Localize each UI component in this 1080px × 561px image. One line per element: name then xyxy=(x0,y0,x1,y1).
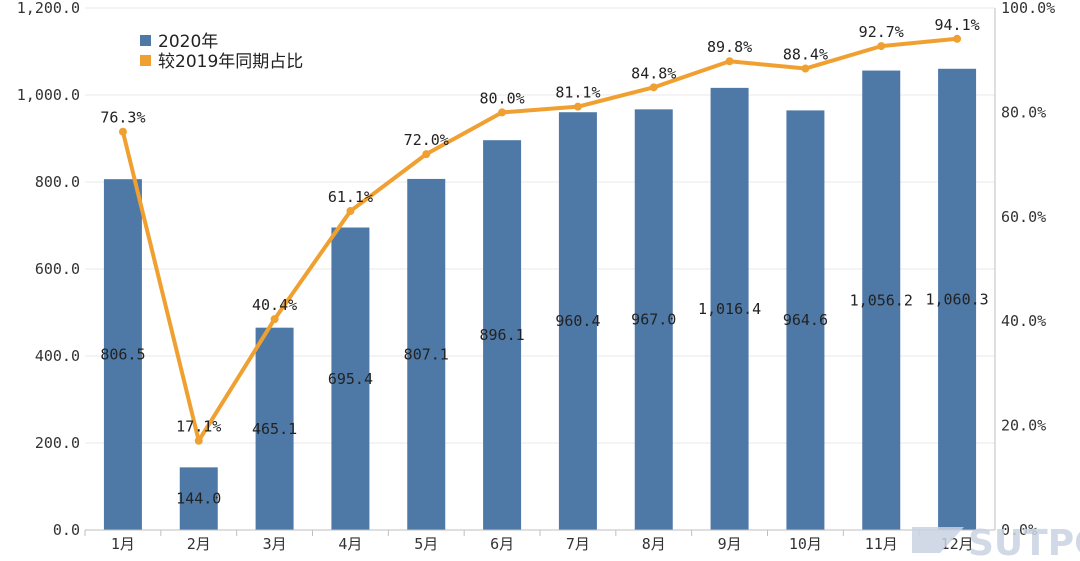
legend-label-bars: 2020年 xyxy=(158,32,218,52)
bar xyxy=(255,327,294,530)
line-point xyxy=(498,108,507,117)
line-value-label: 76.3% xyxy=(100,109,145,127)
line-point xyxy=(194,436,203,445)
watermark-text: SUTPC xyxy=(968,523,1080,561)
line-value-label: 94.1% xyxy=(935,16,980,34)
line-point xyxy=(346,207,355,216)
y-right-tick-label: 80.0% xyxy=(1001,103,1046,121)
line-value-label: 92.7% xyxy=(859,23,904,41)
bar xyxy=(179,467,218,530)
x-tick-label: 9月 xyxy=(718,535,742,553)
y-left-tick-label: 200.0 xyxy=(35,434,80,452)
y-left-tick-label: 400.0 xyxy=(35,347,80,365)
bar-value-label: 960.4 xyxy=(555,312,600,330)
line-point xyxy=(573,102,582,111)
axes: 0.0 200.0 400.0 600.0 800.0 1,000.0 1,200.0 0.0… xyxy=(17,0,1055,553)
line-series xyxy=(118,34,962,445)
x-tick-label: 11月 xyxy=(865,535,898,553)
bar-value-label: 1,016.4 xyxy=(698,300,761,318)
bar-value-label: 964.6 xyxy=(783,311,828,329)
x-tick-label: 8月 xyxy=(642,535,666,553)
y-left-tick-label: 1,200.0 xyxy=(17,0,80,17)
x-tick-label: 7月 xyxy=(566,535,590,553)
grid-lines xyxy=(85,7,995,531)
bar xyxy=(331,227,370,530)
line-value-label: 89.8% xyxy=(707,38,752,56)
line-data-labels: 76.3% 17.1% 40.4% 61.1% 72.0% 80.0% 81.1% 84.8%… xyxy=(100,16,979,436)
bar-value-label: 695.4 xyxy=(328,370,373,388)
y-right-tick-label: 60.0% xyxy=(1001,208,1046,226)
bar-value-label: 144.0 xyxy=(176,490,221,508)
line-value-label: 88.4% xyxy=(783,46,828,64)
y-left-tick-label: 600.0 xyxy=(35,260,80,278)
legend-swatch-line xyxy=(140,55,151,66)
bar xyxy=(103,179,142,531)
line-point xyxy=(953,34,962,43)
x-tick-label: 6月 xyxy=(490,535,514,553)
line-point xyxy=(118,127,127,136)
x-tick-label: 5月 xyxy=(414,535,438,553)
line-value-label: 84.8% xyxy=(631,64,676,82)
bar-series xyxy=(103,68,977,531)
line-value-label: 61.1% xyxy=(328,188,373,206)
y-right-tick-label: 40.0% xyxy=(1001,312,1046,330)
line-point xyxy=(270,315,279,324)
bar xyxy=(634,109,673,530)
y-left-tick-label: 1,000.0 xyxy=(17,86,80,104)
line-point xyxy=(649,83,658,92)
line-value-label: 81.1% xyxy=(555,84,600,102)
bar xyxy=(710,87,749,530)
bar-value-label: 806.5 xyxy=(100,346,145,364)
x-tick-label: 1月 xyxy=(111,535,135,553)
x-tick-label: 2月 xyxy=(187,535,211,553)
line-point xyxy=(725,57,734,66)
bar xyxy=(558,112,597,530)
bar xyxy=(483,140,522,530)
watermark-logo-icon xyxy=(912,527,964,553)
x-tick-label: 4月 xyxy=(338,535,362,553)
line-value-label: 72.0% xyxy=(404,131,449,149)
line-value-label: 80.0% xyxy=(480,89,525,107)
bar xyxy=(407,178,446,530)
y-right-tick-label: 20.0% xyxy=(1001,417,1046,435)
bar-value-label: 1,060.3 xyxy=(925,290,988,308)
line-point xyxy=(422,150,431,159)
line-value-label: 17.1% xyxy=(176,418,221,436)
x-tick-label: 10月 xyxy=(789,535,822,553)
y-left-tick-label: 0.0 xyxy=(53,521,80,539)
bar-value-label: 896.1 xyxy=(480,326,525,344)
y-right-tick-label: 100.0% xyxy=(1001,0,1055,17)
legend-swatch-bars xyxy=(140,35,151,46)
line-point xyxy=(801,64,810,73)
x-tick-label: 3月 xyxy=(263,535,287,553)
bar xyxy=(786,110,825,531)
line-path xyxy=(120,36,960,443)
bar-value-label: 807.1 xyxy=(404,345,449,363)
bar xyxy=(938,68,977,530)
bar-value-label: 967.0 xyxy=(631,311,676,329)
sutpc-watermark: SUTPC xyxy=(912,523,1080,561)
y-right-tick-label: 0.0% xyxy=(1001,521,1037,539)
bar-value-label: 465.1 xyxy=(252,420,297,438)
bar-data-labels: 806.5 144.0 465.1 695.4 807.1 896.1 960.4 967.0… xyxy=(100,290,988,507)
legend: 2020年 较2019年同期占比 xyxy=(140,32,303,72)
line-point xyxy=(877,42,886,51)
line-value-label: 40.4% xyxy=(252,296,297,314)
legend-label-line: 较2019年同期占比 xyxy=(158,52,303,72)
bar-value-label: 1,056.2 xyxy=(850,291,913,309)
y-left-tick-label: 800.0 xyxy=(35,173,80,191)
bar xyxy=(862,70,901,530)
